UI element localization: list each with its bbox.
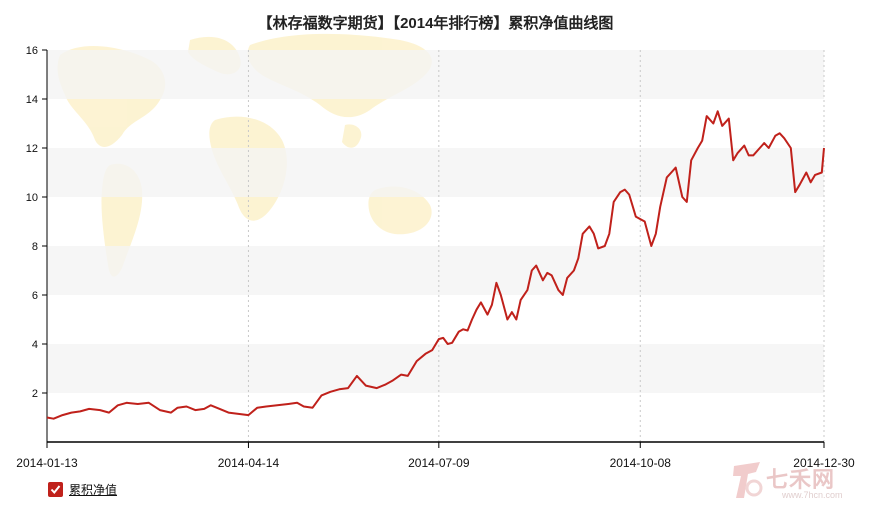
x-axis-ticks: 2014-01-13 2014-04-14 2014-07-09 2014-10-08…	[16, 442, 855, 470]
y-axis-ticks: 2 4 6 8 10 12 14 16	[26, 45, 47, 400]
legend-checkbox[interactable]	[48, 482, 63, 497]
x-tick-label: 2014-04-14	[218, 456, 280, 470]
y-tick-label: 4	[32, 339, 38, 351]
grid-band	[47, 246, 824, 295]
watermark-emblem-icon	[733, 462, 763, 498]
y-tick-label: 2	[32, 388, 38, 400]
y-tick-label: 6	[32, 290, 38, 302]
watermark-logo: 七禾网 www.7hcn.com	[730, 458, 865, 506]
legend[interactable]: 累积净值	[48, 481, 117, 498]
x-tick-label: 2014-12-30	[793, 456, 855, 470]
x-tick-label: 2014-10-08	[610, 456, 672, 470]
watermark-text: 七禾网	[766, 468, 836, 493]
x-tick-label: 2014-07-09	[408, 456, 470, 470]
y-tick-label: 14	[26, 94, 38, 106]
grid-bands	[47, 50, 824, 393]
series-line-accumulated-nav	[46, 110, 825, 420]
grid-vertical-lines	[247, 50, 825, 442]
y-tick-label: 12	[26, 143, 38, 155]
y-tick-label: 10	[26, 192, 38, 204]
grid-band	[47, 344, 824, 393]
watermark-url: www.7hcn.com	[782, 490, 843, 500]
y-tick-label: 16	[26, 45, 38, 57]
x-tick-label: 2014-01-13	[16, 456, 78, 470]
check-icon	[50, 485, 61, 495]
chart-title: 【林存福数字期货】【2014年排行榜】累积净值曲线图	[257, 15, 614, 32]
legend-label[interactable]: 累积净值	[69, 483, 118, 497]
grid-band	[47, 148, 824, 197]
y-tick-label: 8	[32, 241, 38, 253]
grid-band	[47, 50, 824, 99]
